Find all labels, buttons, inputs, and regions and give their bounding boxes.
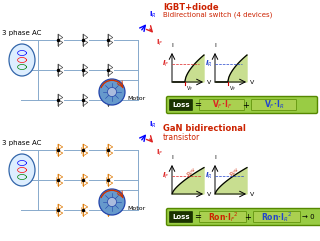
Polygon shape [215, 55, 247, 82]
Text: → 0: → 0 [302, 214, 315, 220]
Polygon shape [172, 55, 204, 82]
Text: V$_F$: V$_F$ [229, 84, 236, 93]
Text: V: V [207, 192, 211, 196]
Text: V: V [250, 80, 254, 85]
Text: V: V [207, 80, 211, 85]
Text: I: I [214, 155, 216, 160]
Text: V$_F$: V$_F$ [186, 84, 193, 93]
FancyBboxPatch shape [253, 212, 300, 222]
Circle shape [108, 87, 116, 97]
Text: Motor: Motor [127, 206, 145, 210]
Text: R$_{ON}$: R$_{ON}$ [185, 166, 199, 179]
Text: Ron·I$_R$$^2$: Ron·I$_R$$^2$ [261, 210, 293, 224]
Text: Loss: Loss [172, 214, 190, 220]
Text: V: V [250, 192, 254, 196]
Text: I: I [171, 43, 173, 48]
Ellipse shape [9, 154, 35, 186]
Text: +: + [244, 213, 252, 221]
Text: transistor: transistor [163, 133, 200, 142]
Text: 3 phase AC: 3 phase AC [2, 140, 41, 146]
FancyBboxPatch shape [170, 100, 193, 111]
FancyBboxPatch shape [170, 212, 193, 222]
Text: I$_R$: I$_R$ [149, 120, 156, 130]
Text: +: + [243, 100, 249, 109]
Text: V$_F$·I$_R$: V$_F$·I$_R$ [264, 99, 284, 111]
Polygon shape [215, 167, 247, 194]
FancyBboxPatch shape [166, 208, 320, 226]
Polygon shape [172, 167, 204, 194]
Text: I$_R$: I$_R$ [205, 171, 213, 181]
Text: I$_R$: I$_R$ [205, 59, 213, 69]
Text: IGBT+diode: IGBT+diode [163, 3, 219, 12]
Text: Ron·I$_F$$^2$: Ron·I$_F$$^2$ [208, 210, 238, 224]
FancyBboxPatch shape [166, 96, 317, 114]
Text: =: = [194, 100, 201, 109]
Circle shape [99, 79, 125, 105]
Text: I$_R$: I$_R$ [149, 10, 156, 20]
Text: R$_{ON}$: R$_{ON}$ [228, 166, 242, 179]
FancyBboxPatch shape [252, 100, 297, 111]
FancyBboxPatch shape [199, 100, 244, 111]
FancyBboxPatch shape [199, 212, 246, 222]
Text: Bidirectional switch (4 devices): Bidirectional switch (4 devices) [163, 12, 272, 19]
Text: Loss: Loss [172, 102, 190, 108]
Text: I: I [171, 155, 173, 160]
Text: 3 phase AC: 3 phase AC [2, 30, 41, 36]
Text: I$_F$: I$_F$ [156, 148, 164, 158]
Text: =: = [194, 213, 201, 221]
Text: I$_F$: I$_F$ [156, 38, 164, 48]
Circle shape [108, 197, 116, 207]
Text: Motor: Motor [127, 95, 145, 100]
Text: I$_F$: I$_F$ [163, 59, 170, 69]
Text: GaN bidirectional: GaN bidirectional [163, 124, 246, 133]
Text: I: I [214, 43, 216, 48]
Text: V$_F$·I$_F$: V$_F$·I$_F$ [212, 99, 232, 111]
Ellipse shape [9, 44, 35, 76]
Circle shape [99, 189, 125, 215]
Text: I$_F$: I$_F$ [163, 171, 170, 181]
